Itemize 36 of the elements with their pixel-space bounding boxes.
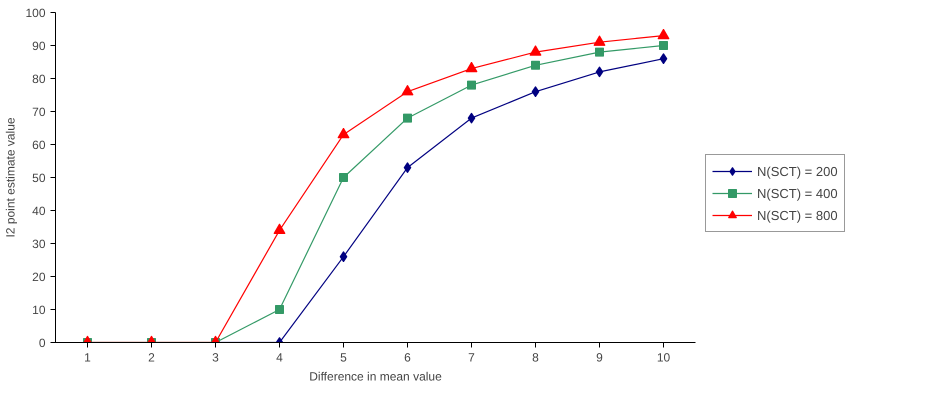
point (466, 62, 478, 72)
point (403, 114, 412, 123)
point (467, 80, 476, 90)
x-tick-label: 5 (340, 350, 348, 364)
y-tick-label: 80 (32, 72, 46, 86)
y-tick-label: 50 (32, 171, 46, 185)
legend-label: N(SCT) = 800 (757, 208, 838, 222)
y-tick-label: 90 (32, 39, 46, 53)
point (274, 223, 286, 234)
y-tick-label: 70 (32, 105, 46, 119)
y-tick-label: 10 (32, 303, 46, 317)
legend-label: N(SCT) = 400 (757, 186, 838, 200)
y-axis-title: I2 point estimate value (3, 117, 18, 238)
y-tick-label: 30 (32, 237, 46, 251)
x-tick-label: 10 (656, 350, 670, 364)
point (531, 60, 540, 70)
y-tick-label: 0 (38, 336, 46, 350)
y-tick-label: 100 (25, 6, 46, 20)
x-tick-label: 2 (148, 350, 156, 364)
x-tick-label: 6 (404, 350, 412, 364)
x-tick-label: 8 (532, 350, 540, 364)
y-tick-label: 60 (32, 138, 46, 152)
legend-label: N(SCT) = 200 (757, 164, 838, 178)
x-tick-label: 7 (468, 350, 476, 364)
x-tick-label: 9 (596, 350, 604, 364)
point (659, 41, 668, 50)
point (402, 84, 414, 96)
point (595, 48, 604, 57)
y-tick-label: 40 (32, 204, 46, 218)
y-tick-label: 20 (32, 270, 46, 284)
x-tick-label: 3 (212, 350, 220, 364)
x-tick-label: 4 (276, 350, 284, 364)
point (338, 128, 350, 138)
point (339, 173, 348, 182)
x-axis-title: Difference in mean value (309, 370, 442, 384)
x-tick-label: 1 (84, 350, 92, 364)
